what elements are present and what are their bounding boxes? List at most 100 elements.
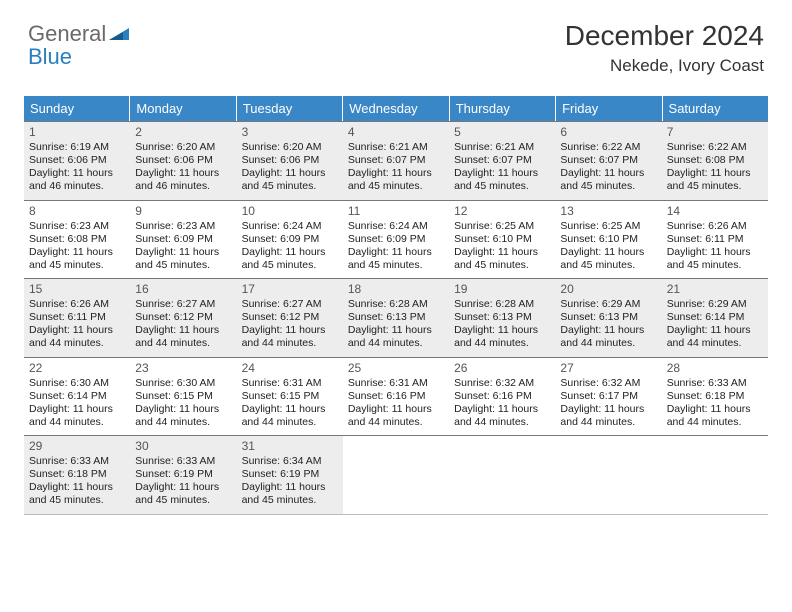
sunset-text: Sunset: 6:09 PM: [348, 233, 444, 246]
sunrise-text: Sunrise: 6:19 AM: [29, 141, 125, 154]
calendar-day-cell: 5Sunrise: 6:21 AMSunset: 6:07 PMDaylight…: [449, 122, 555, 200]
calendar-day-cell: 15Sunrise: 6:26 AMSunset: 6:11 PMDayligh…: [24, 279, 130, 357]
sunset-text: Sunset: 6:07 PM: [348, 154, 444, 167]
calendar-day-cell: 24Sunrise: 6:31 AMSunset: 6:15 PMDayligh…: [237, 358, 343, 436]
daylight-text: Daylight: 11 hours and 44 minutes.: [560, 324, 656, 350]
day-number: 20: [560, 282, 656, 297]
sunrise-text: Sunrise: 6:29 AM: [560, 298, 656, 311]
sunrise-text: Sunrise: 6:25 AM: [560, 220, 656, 233]
day-number: 8: [29, 204, 125, 219]
daylight-text: Daylight: 11 hours and 44 minutes.: [560, 403, 656, 429]
calendar-day-cell: 31Sunrise: 6:34 AMSunset: 6:19 PMDayligh…: [237, 436, 343, 514]
calendar-day-cell: 20Sunrise: 6:29 AMSunset: 6:13 PMDayligh…: [555, 279, 661, 357]
day-number: 22: [29, 361, 125, 376]
sunset-text: Sunset: 6:13 PM: [454, 311, 550, 324]
sunrise-text: Sunrise: 6:22 AM: [667, 141, 763, 154]
daylight-text: Daylight: 11 hours and 44 minutes.: [454, 324, 550, 350]
day-number: 30: [135, 439, 231, 454]
calendar-week-row: 22Sunrise: 6:30 AMSunset: 6:14 PMDayligh…: [24, 357, 768, 436]
brand-logo: General Blue: [28, 22, 129, 68]
sunrise-text: Sunrise: 6:33 AM: [667, 377, 763, 390]
daylight-text: Daylight: 11 hours and 44 minutes.: [667, 403, 763, 429]
daylight-text: Daylight: 11 hours and 44 minutes.: [29, 403, 125, 429]
sunset-text: Sunset: 6:12 PM: [242, 311, 338, 324]
day-of-week-header: Friday: [556, 96, 662, 121]
daylight-text: Daylight: 11 hours and 44 minutes.: [454, 403, 550, 429]
daylight-text: Daylight: 11 hours and 45 minutes.: [135, 246, 231, 272]
day-number: 15: [29, 282, 125, 297]
daylight-text: Daylight: 11 hours and 45 minutes.: [135, 481, 231, 507]
sunset-text: Sunset: 6:18 PM: [667, 390, 763, 403]
day-number: 29: [29, 439, 125, 454]
day-number: 13: [560, 204, 656, 219]
daylight-text: Daylight: 11 hours and 44 minutes.: [135, 324, 231, 350]
day-number: 11: [348, 204, 444, 219]
header-right: December 2024 Nekede, Ivory Coast: [565, 20, 764, 76]
sunrise-text: Sunrise: 6:32 AM: [454, 377, 550, 390]
day-of-week-header: Tuesday: [237, 96, 343, 121]
calendar-day-cell: 3Sunrise: 6:20 AMSunset: 6:06 PMDaylight…: [237, 122, 343, 200]
day-of-week-header: Thursday: [450, 96, 556, 121]
day-number: 26: [454, 361, 550, 376]
calendar-day-cell: 13Sunrise: 6:25 AMSunset: 6:10 PMDayligh…: [555, 201, 661, 279]
sunrise-text: Sunrise: 6:20 AM: [135, 141, 231, 154]
daylight-text: Daylight: 11 hours and 45 minutes.: [454, 167, 550, 193]
sunset-text: Sunset: 6:16 PM: [348, 390, 444, 403]
sunrise-text: Sunrise: 6:23 AM: [29, 220, 125, 233]
sunset-text: Sunset: 6:16 PM: [454, 390, 550, 403]
sunrise-text: Sunrise: 6:22 AM: [560, 141, 656, 154]
sunset-text: Sunset: 6:19 PM: [135, 468, 231, 481]
day-number: 24: [242, 361, 338, 376]
sunset-text: Sunset: 6:13 PM: [560, 311, 656, 324]
sunrise-text: Sunrise: 6:26 AM: [29, 298, 125, 311]
sunrise-text: Sunrise: 6:24 AM: [348, 220, 444, 233]
sunrise-text: Sunrise: 6:28 AM: [348, 298, 444, 311]
day-number: 28: [667, 361, 763, 376]
daylight-text: Daylight: 11 hours and 45 minutes.: [242, 246, 338, 272]
calendar-empty-cell: [555, 436, 661, 514]
daylight-text: Daylight: 11 hours and 44 minutes.: [348, 403, 444, 429]
sunrise-text: Sunrise: 6:27 AM: [242, 298, 338, 311]
calendar-grid: SundayMondayTuesdayWednesdayThursdayFrid…: [24, 96, 768, 515]
day-number: 1: [29, 125, 125, 140]
day-number: 18: [348, 282, 444, 297]
daylight-text: Daylight: 11 hours and 45 minutes.: [29, 481, 125, 507]
day-number: 12: [454, 204, 550, 219]
calendar-empty-cell: [449, 436, 555, 514]
day-of-week-header: Monday: [130, 96, 236, 121]
sunset-text: Sunset: 6:09 PM: [242, 233, 338, 246]
sunset-text: Sunset: 6:08 PM: [29, 233, 125, 246]
calendar-day-cell: 27Sunrise: 6:32 AMSunset: 6:17 PMDayligh…: [555, 358, 661, 436]
calendar-day-cell: 2Sunrise: 6:20 AMSunset: 6:06 PMDaylight…: [130, 122, 236, 200]
day-number: 2: [135, 125, 231, 140]
day-number: 9: [135, 204, 231, 219]
sunrise-text: Sunrise: 6:34 AM: [242, 455, 338, 468]
day-number: 19: [454, 282, 550, 297]
sunset-text: Sunset: 6:07 PM: [560, 154, 656, 167]
daylight-text: Daylight: 11 hours and 45 minutes.: [667, 246, 763, 272]
daylight-text: Daylight: 11 hours and 46 minutes.: [29, 167, 125, 193]
sunrise-text: Sunrise: 6:24 AM: [242, 220, 338, 233]
daylight-text: Daylight: 11 hours and 46 minutes.: [135, 167, 231, 193]
sunset-text: Sunset: 6:11 PM: [29, 311, 125, 324]
day-number: 25: [348, 361, 444, 376]
sunrise-text: Sunrise: 6:29 AM: [667, 298, 763, 311]
sunset-text: Sunset: 6:19 PM: [242, 468, 338, 481]
location-label: Nekede, Ivory Coast: [565, 56, 764, 76]
calendar-day-cell: 6Sunrise: 6:22 AMSunset: 6:07 PMDaylight…: [555, 122, 661, 200]
day-of-week-header-row: SundayMondayTuesdayWednesdayThursdayFrid…: [24, 96, 768, 121]
day-number: 23: [135, 361, 231, 376]
day-number: 7: [667, 125, 763, 140]
daylight-text: Daylight: 11 hours and 44 minutes.: [29, 324, 125, 350]
calendar-day-cell: 11Sunrise: 6:24 AMSunset: 6:09 PMDayligh…: [343, 201, 449, 279]
brand-text-blue: Blue: [28, 44, 72, 69]
daylight-text: Daylight: 11 hours and 45 minutes.: [667, 167, 763, 193]
daylight-text: Daylight: 11 hours and 45 minutes.: [348, 246, 444, 272]
sunset-text: Sunset: 6:12 PM: [135, 311, 231, 324]
day-of-week-header: Saturday: [663, 96, 768, 121]
calendar-day-cell: 25Sunrise: 6:31 AMSunset: 6:16 PMDayligh…: [343, 358, 449, 436]
sunrise-text: Sunrise: 6:33 AM: [135, 455, 231, 468]
calendar-day-cell: 18Sunrise: 6:28 AMSunset: 6:13 PMDayligh…: [343, 279, 449, 357]
calendar-day-cell: 22Sunrise: 6:30 AMSunset: 6:14 PMDayligh…: [24, 358, 130, 436]
calendar-day-cell: 4Sunrise: 6:21 AMSunset: 6:07 PMDaylight…: [343, 122, 449, 200]
